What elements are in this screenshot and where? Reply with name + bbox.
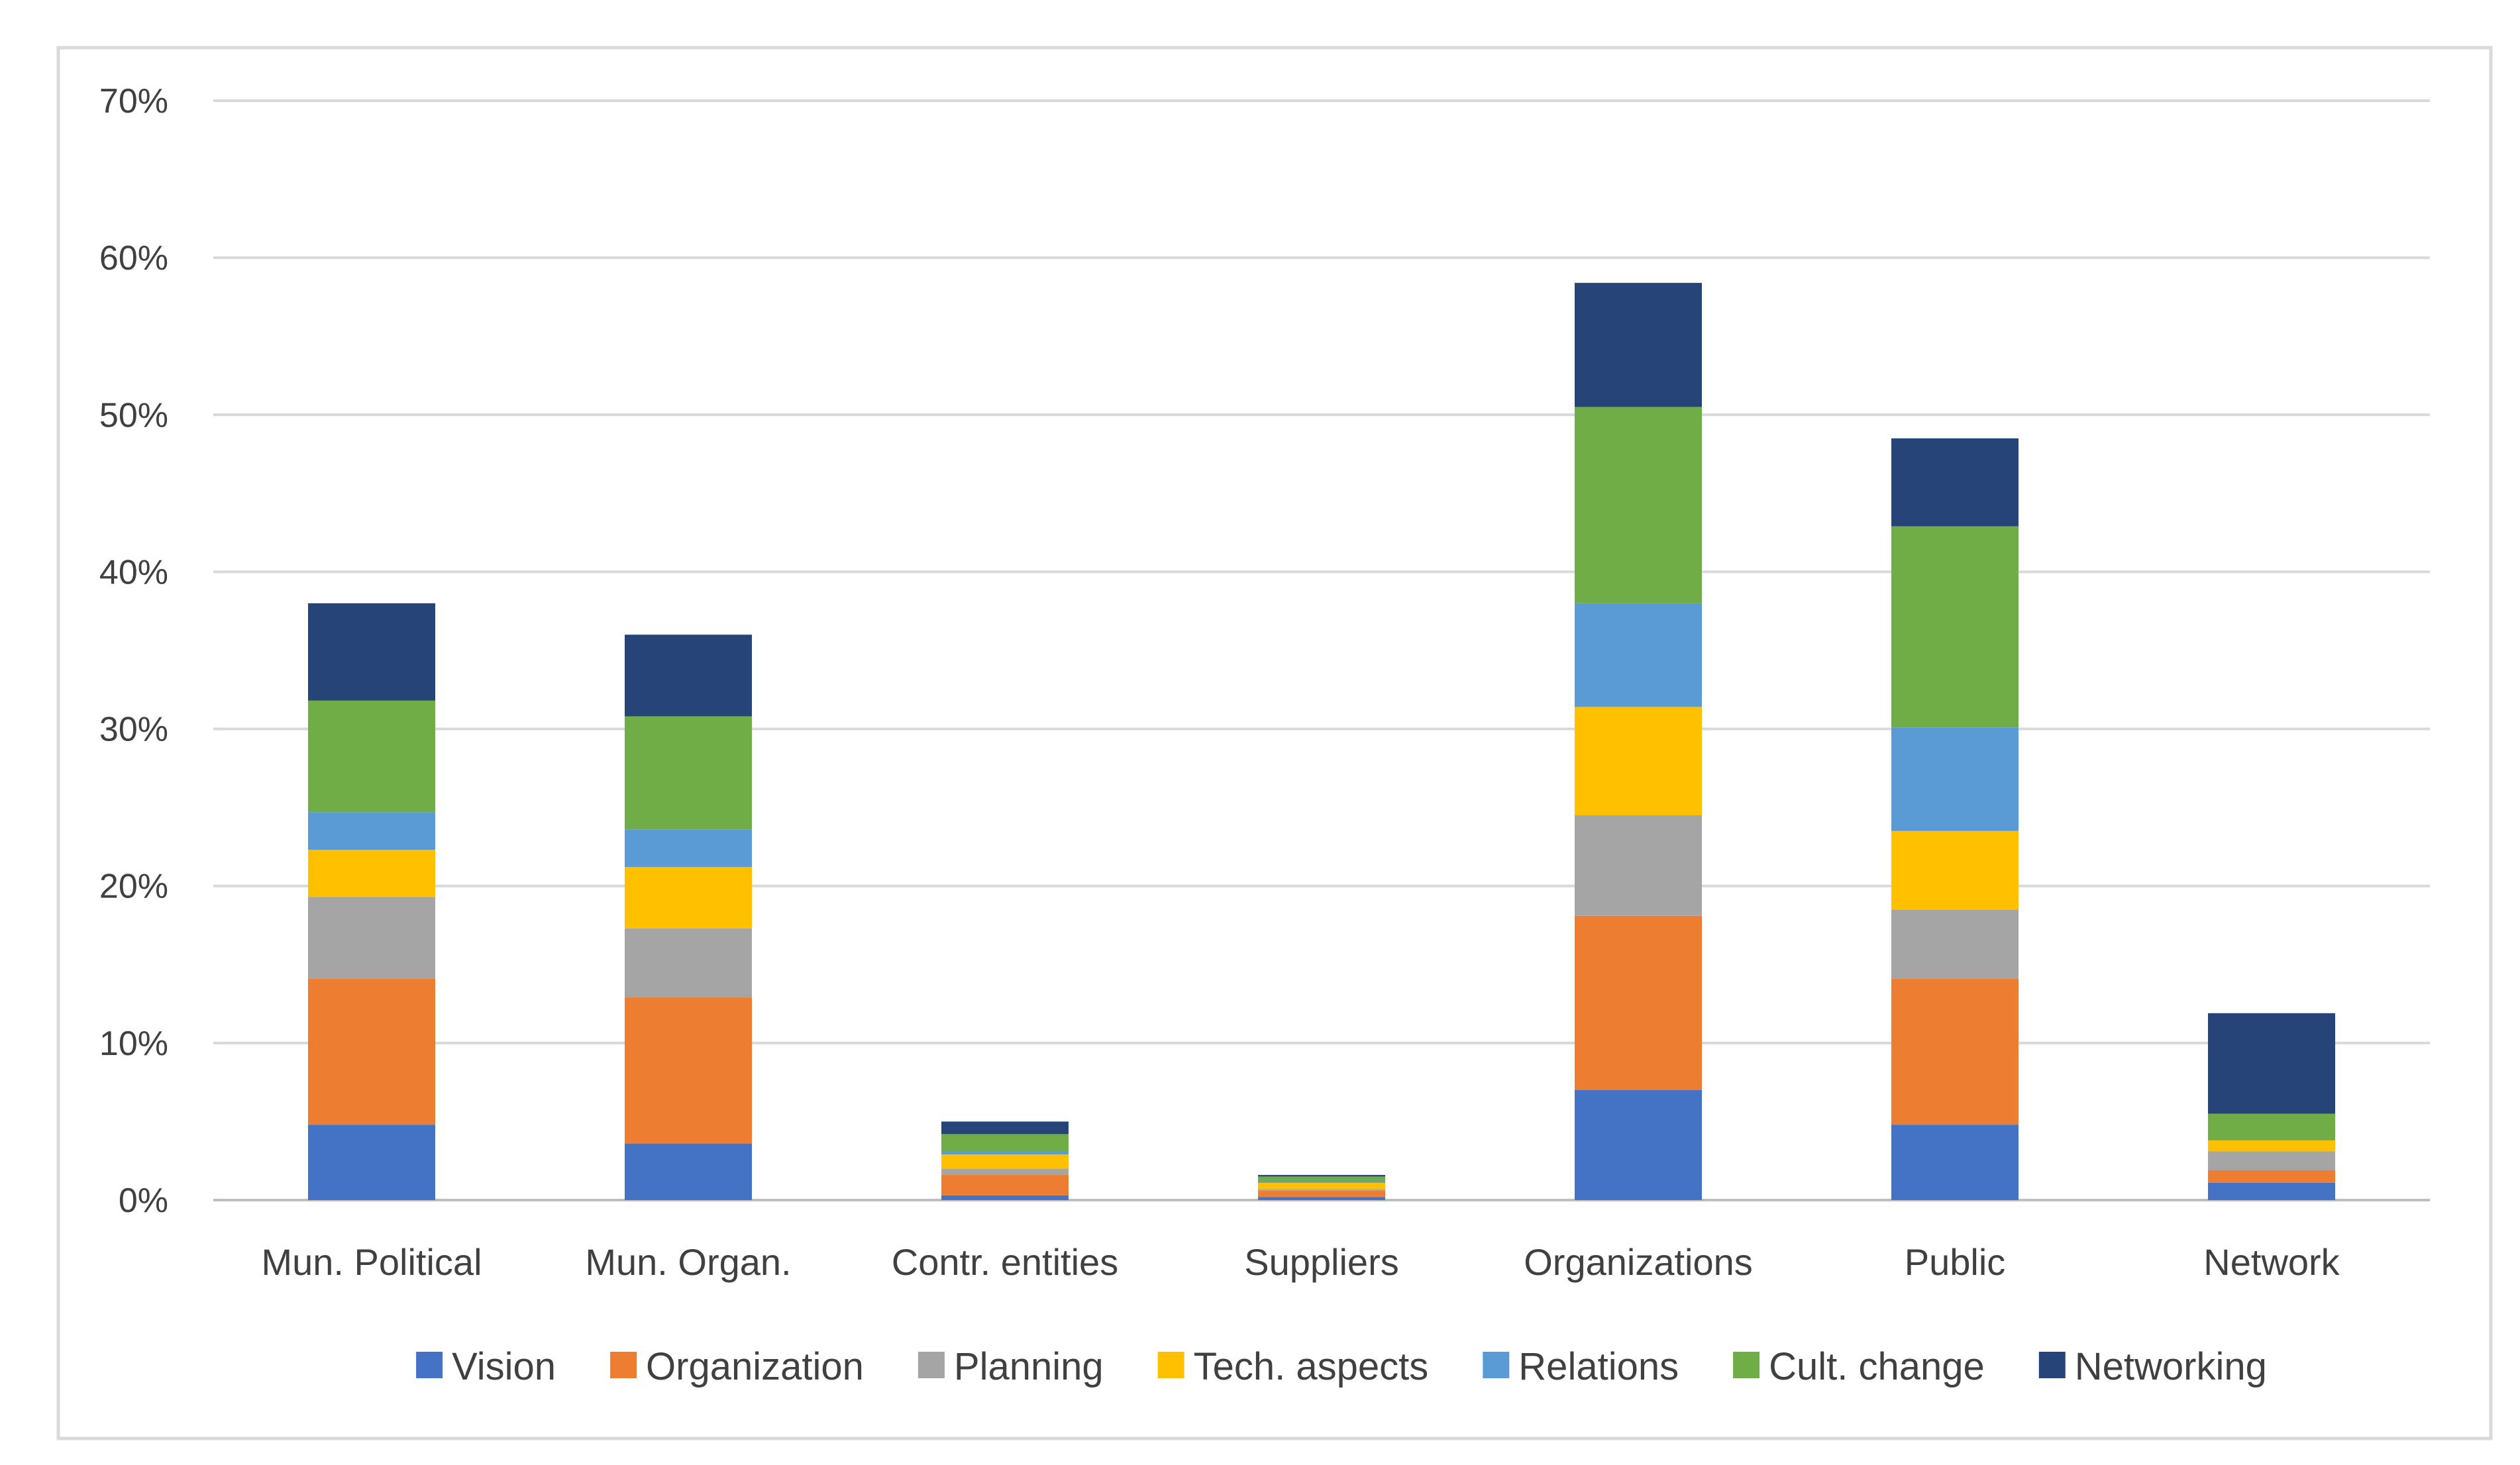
legend-swatch xyxy=(610,1352,637,1378)
bar-segment xyxy=(2208,1182,2335,1200)
x-category-label: Contr. entities xyxy=(892,1241,1118,1283)
bar-segment xyxy=(625,867,752,929)
bar-segment xyxy=(1575,407,1702,603)
y-tick-label: 40% xyxy=(99,553,168,591)
y-tick-label: 20% xyxy=(99,868,168,906)
bar-segment xyxy=(625,634,752,717)
bars xyxy=(308,283,2335,1200)
bar-segment xyxy=(1891,1125,2019,1200)
legend-item: Tech. aspects xyxy=(1157,1345,1429,1388)
x-category-label: Network xyxy=(2203,1241,2340,1283)
bar-segment xyxy=(1575,815,1702,916)
legend-label: Vision xyxy=(452,1345,556,1388)
bar-segment xyxy=(625,829,752,868)
legend-label: Cult. change xyxy=(1769,1345,1985,1388)
legend-swatch xyxy=(1733,1352,1760,1378)
gridlines xyxy=(213,99,2430,1201)
bar-segment xyxy=(2208,1170,2335,1183)
bar-segment xyxy=(1891,438,2019,527)
bar-segment xyxy=(308,603,435,701)
bar-segment xyxy=(625,716,752,830)
bar-segment xyxy=(1258,1182,1385,1189)
bar-segment xyxy=(2208,1013,2335,1114)
legend-item: Vision xyxy=(416,1345,556,1388)
legend-swatch xyxy=(1157,1352,1184,1378)
legend-item: Cult. change xyxy=(1733,1345,1985,1388)
bar-segment xyxy=(1891,978,2019,1125)
bar-segment xyxy=(2208,1151,2335,1170)
y-tick-label: 70% xyxy=(99,82,168,121)
y-tick-label: 60% xyxy=(99,239,168,278)
bar-segment xyxy=(1575,707,1702,815)
bar-segment xyxy=(1258,1181,1385,1183)
bar-segment xyxy=(308,1125,435,1200)
bar-segment xyxy=(2208,1113,2335,1140)
bar-segment xyxy=(308,978,435,1125)
bar-segment xyxy=(1891,831,2019,910)
legend-swatch xyxy=(1483,1352,1510,1378)
x-category-label: Suppliers xyxy=(1244,1241,1398,1283)
bar-segment xyxy=(308,812,435,850)
bar-segment xyxy=(1575,283,1702,407)
bar-segment xyxy=(308,700,435,813)
legend-item: Organization xyxy=(610,1345,864,1388)
bar-segment xyxy=(2208,1140,2335,1152)
bar-segment xyxy=(625,928,752,998)
bar-segment xyxy=(941,1134,1069,1152)
bar-segment xyxy=(1575,915,1702,1090)
bar-segment xyxy=(1258,1175,1385,1177)
legend-label: Tech. aspects xyxy=(1194,1345,1429,1388)
x-category-label: Public xyxy=(1905,1241,2006,1283)
legend-label: Networking xyxy=(2075,1345,2267,1388)
bar-segment xyxy=(941,1121,1069,1135)
bar-segment xyxy=(941,1168,1069,1176)
y-tick-label: 50% xyxy=(99,396,168,434)
bar-segment xyxy=(1891,909,2019,979)
legend-item: Planning xyxy=(918,1345,1104,1388)
bar-segment xyxy=(1891,727,2019,831)
y-tick-label: 10% xyxy=(99,1025,168,1063)
x-category-label: Mun. Organ. xyxy=(585,1241,791,1283)
bar-segment xyxy=(1891,526,2019,728)
bar-segment xyxy=(941,1154,1069,1169)
x-axis-category-labels: Mun. Political Mun. Organ. Contr. entities… xyxy=(261,1241,2340,1283)
bar-segment xyxy=(308,850,435,897)
bar-segment xyxy=(941,1175,1069,1195)
legend-item: Networking xyxy=(2038,1345,2267,1388)
bar-segment xyxy=(1258,1197,1385,1200)
bar-segment xyxy=(1258,1189,1385,1191)
legend-label: Organization xyxy=(646,1345,864,1388)
bar-segment xyxy=(625,1143,752,1200)
bar-segment xyxy=(1258,1190,1385,1197)
x-category-label: Mun. Political xyxy=(261,1241,482,1283)
legend-label: Relations xyxy=(1518,1345,1679,1388)
y-tick-label: 0% xyxy=(119,1182,168,1220)
bar-segment xyxy=(941,1151,1069,1155)
bar-segment xyxy=(1575,603,1702,707)
bar-segment xyxy=(1258,1176,1385,1182)
x-category-label: Organizations xyxy=(1524,1241,1753,1283)
legend-swatch xyxy=(918,1352,945,1378)
legend-swatch xyxy=(2038,1352,2066,1378)
bar-segment xyxy=(625,997,752,1144)
legend: Vision Organization Planning Tech. aspects R… xyxy=(416,1345,2267,1388)
chart-frame xyxy=(56,46,2493,1440)
legend-label: Planning xyxy=(954,1345,1104,1388)
legend-swatch xyxy=(416,1352,443,1378)
legend-item: Relations xyxy=(1483,1345,1679,1388)
y-axis-tick-labels: 0% 10% 20% 30% 40% 50% 60% 70% xyxy=(99,82,168,1220)
bar-segment xyxy=(941,1195,1069,1200)
y-tick-label: 30% xyxy=(99,711,168,749)
bar-segment xyxy=(1575,1090,1702,1200)
bar-segment xyxy=(308,897,435,979)
